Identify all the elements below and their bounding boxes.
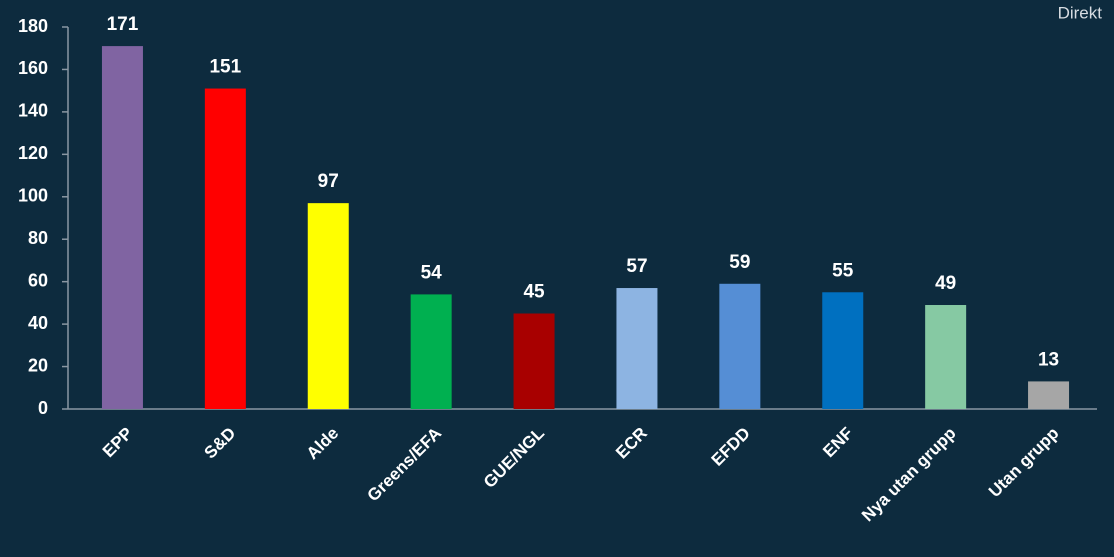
y-tick-label: 0: [38, 398, 48, 418]
y-tick-label: 60: [28, 270, 48, 290]
badge: Direkt: [1058, 3, 1103, 22]
y-tick-label: 120: [18, 143, 48, 163]
bar: [101, 46, 143, 409]
x-tick-label: EFDD: [708, 424, 754, 470]
x-tick-label: ECR: [612, 424, 651, 463]
bar: [513, 313, 555, 409]
y-tick-label: 80: [28, 228, 48, 248]
value-label: 171: [107, 14, 139, 35]
y-tick-label: 180: [18, 16, 48, 36]
x-tick-label: Utan grupp: [985, 424, 1063, 502]
bar: [616, 288, 658, 409]
y-tick-label: 160: [18, 58, 48, 78]
bar: [1028, 381, 1070, 409]
y-tick-label: 100: [18, 186, 48, 206]
value-label: 49: [935, 273, 956, 294]
value-label: 45: [523, 282, 545, 303]
bar: [822, 292, 864, 409]
value-label: 151: [209, 57, 241, 78]
x-tick-label: EPP: [99, 424, 136, 461]
x-tick-label: ENF: [819, 424, 856, 461]
bar: [719, 283, 761, 409]
value-label: 54: [421, 262, 443, 283]
x-tick-label: GUE/NGL: [480, 424, 548, 492]
x-tick-label: Alde: [303, 424, 342, 463]
value-label: 57: [626, 256, 647, 277]
value-label: 55: [832, 260, 854, 281]
bar: [204, 88, 246, 410]
x-tick-label: Greens/EFA: [364, 424, 446, 506]
y-tick-label: 140: [18, 101, 48, 121]
y-tick-label: 20: [28, 355, 48, 375]
value-label: 97: [318, 171, 339, 192]
bar: [925, 305, 967, 409]
bar: [307, 203, 349, 409]
value-label: 59: [729, 252, 750, 273]
y-tick-label: 40: [28, 313, 48, 333]
x-tick-label: S&D: [201, 424, 240, 463]
bar: [410, 294, 452, 409]
value-label: 13: [1038, 349, 1059, 370]
x-tick-label: Nya utan grupp: [858, 424, 960, 526]
